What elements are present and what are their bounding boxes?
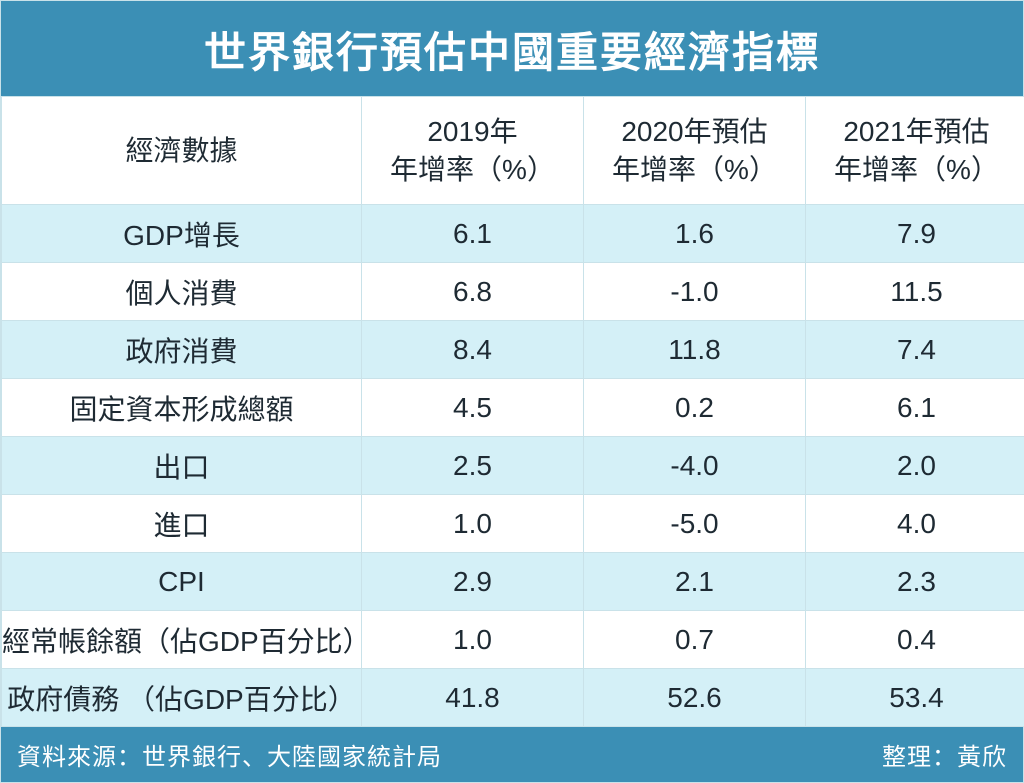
cell-2021: 0.4 [806,611,1024,669]
cell-2020: -1.0 [584,263,806,321]
cell-2020: 0.7 [584,611,806,669]
table-row: 進口1.0-5.04.0 [2,495,1024,553]
row-label: 經常帳餘額（佔GDP百分比） [2,611,362,669]
row-label: 出口 [2,437,362,495]
cell-2019: 8.4 [362,321,584,379]
table-row: CPI2.92.12.3 [2,553,1024,611]
cell-2020: 2.1 [584,553,806,611]
table-row: GDP增長6.11.67.9 [2,205,1024,263]
cell-2021: 6.1 [806,379,1024,437]
row-label: 政府債務 （佔GDP百分比） [2,669,362,727]
table-row: 固定資本形成總額4.50.26.1 [2,379,1024,437]
cell-2020: 11.8 [584,321,806,379]
cell-2020: 52.6 [584,669,806,727]
cell-2019: 2.9 [362,553,584,611]
cell-2019: 1.0 [362,495,584,553]
table-row: 個人消費6.8-1.011.5 [2,263,1024,321]
cell-2021: 11.5 [806,263,1024,321]
row-label: 政府消費 [2,321,362,379]
col-header-text: 年增率（%） [806,151,1024,189]
economic-indicators-table-card: 世界銀行預估中國重要經濟指標 經濟數據 2019年 年增率（%） 2020年預估… [0,0,1024,783]
cell-2019: 1.0 [362,611,584,669]
table-row: 政府消費8.411.87.4 [2,321,1024,379]
source-bar: 資料來源：世界銀行、大陸國家統計局 整理：黃欣 [1,727,1023,782]
cell-2019: 4.5 [362,379,584,437]
row-label: CPI [2,553,362,611]
col-header-text: 經濟數據 [2,132,361,170]
col-header-text: 年增率（%） [584,151,805,189]
col-header-text: 年增率（%） [362,151,583,189]
row-label: 固定資本形成總額 [2,379,362,437]
cell-2019: 6.8 [362,263,584,321]
table-row: 政府債務 （佔GDP百分比）41.852.653.4 [2,669,1024,727]
col-header-text: 2019年 [362,113,583,151]
row-label: GDP增長 [2,205,362,263]
table-row: 出口2.5-4.02.0 [2,437,1024,495]
card-title: 世界銀行預估中國重要經濟指標 [1,1,1023,96]
source-left: 資料來源：世界銀行、大陸國家統計局 [17,737,442,772]
col-header-metric: 經濟數據 [2,97,362,205]
cell-2019: 41.8 [362,669,584,727]
cell-2021: 2.3 [806,553,1024,611]
cell-2021: 4.0 [806,495,1024,553]
col-header-2019: 2019年 年增率（%） [362,97,584,205]
col-header-2021: 2021年預估 年增率（%） [806,97,1024,205]
cell-2020: 0.2 [584,379,806,437]
col-header-2020: 2020年預估 年增率（%） [584,97,806,205]
cell-2021: 2.0 [806,437,1024,495]
row-label: 進口 [2,495,362,553]
table-body: GDP增長6.11.67.9個人消費6.8-1.011.5政府消費8.411.8… [2,205,1024,727]
table-row: 經常帳餘額（佔GDP百分比）1.00.70.4 [2,611,1024,669]
col-header-text: 2020年預估 [584,113,805,151]
source-right: 整理：黃欣 [882,737,1007,772]
cell-2019: 2.5 [362,437,584,495]
table-header-row: 經濟數據 2019年 年增率（%） 2020年預估 年增率（%） 2021年預估… [2,97,1024,205]
cell-2020: -4.0 [584,437,806,495]
cell-2020: -5.0 [584,495,806,553]
cell-2020: 1.6 [584,205,806,263]
row-label: 個人消費 [2,263,362,321]
cell-2021: 7.9 [806,205,1024,263]
col-header-text: 2021年預估 [806,113,1024,151]
cell-2021: 53.4 [806,669,1024,727]
cell-2021: 7.4 [806,321,1024,379]
cell-2019: 6.1 [362,205,584,263]
economic-indicators-table: 經濟數據 2019年 年增率（%） 2020年預估 年增率（%） 2021年預估… [1,96,1024,727]
